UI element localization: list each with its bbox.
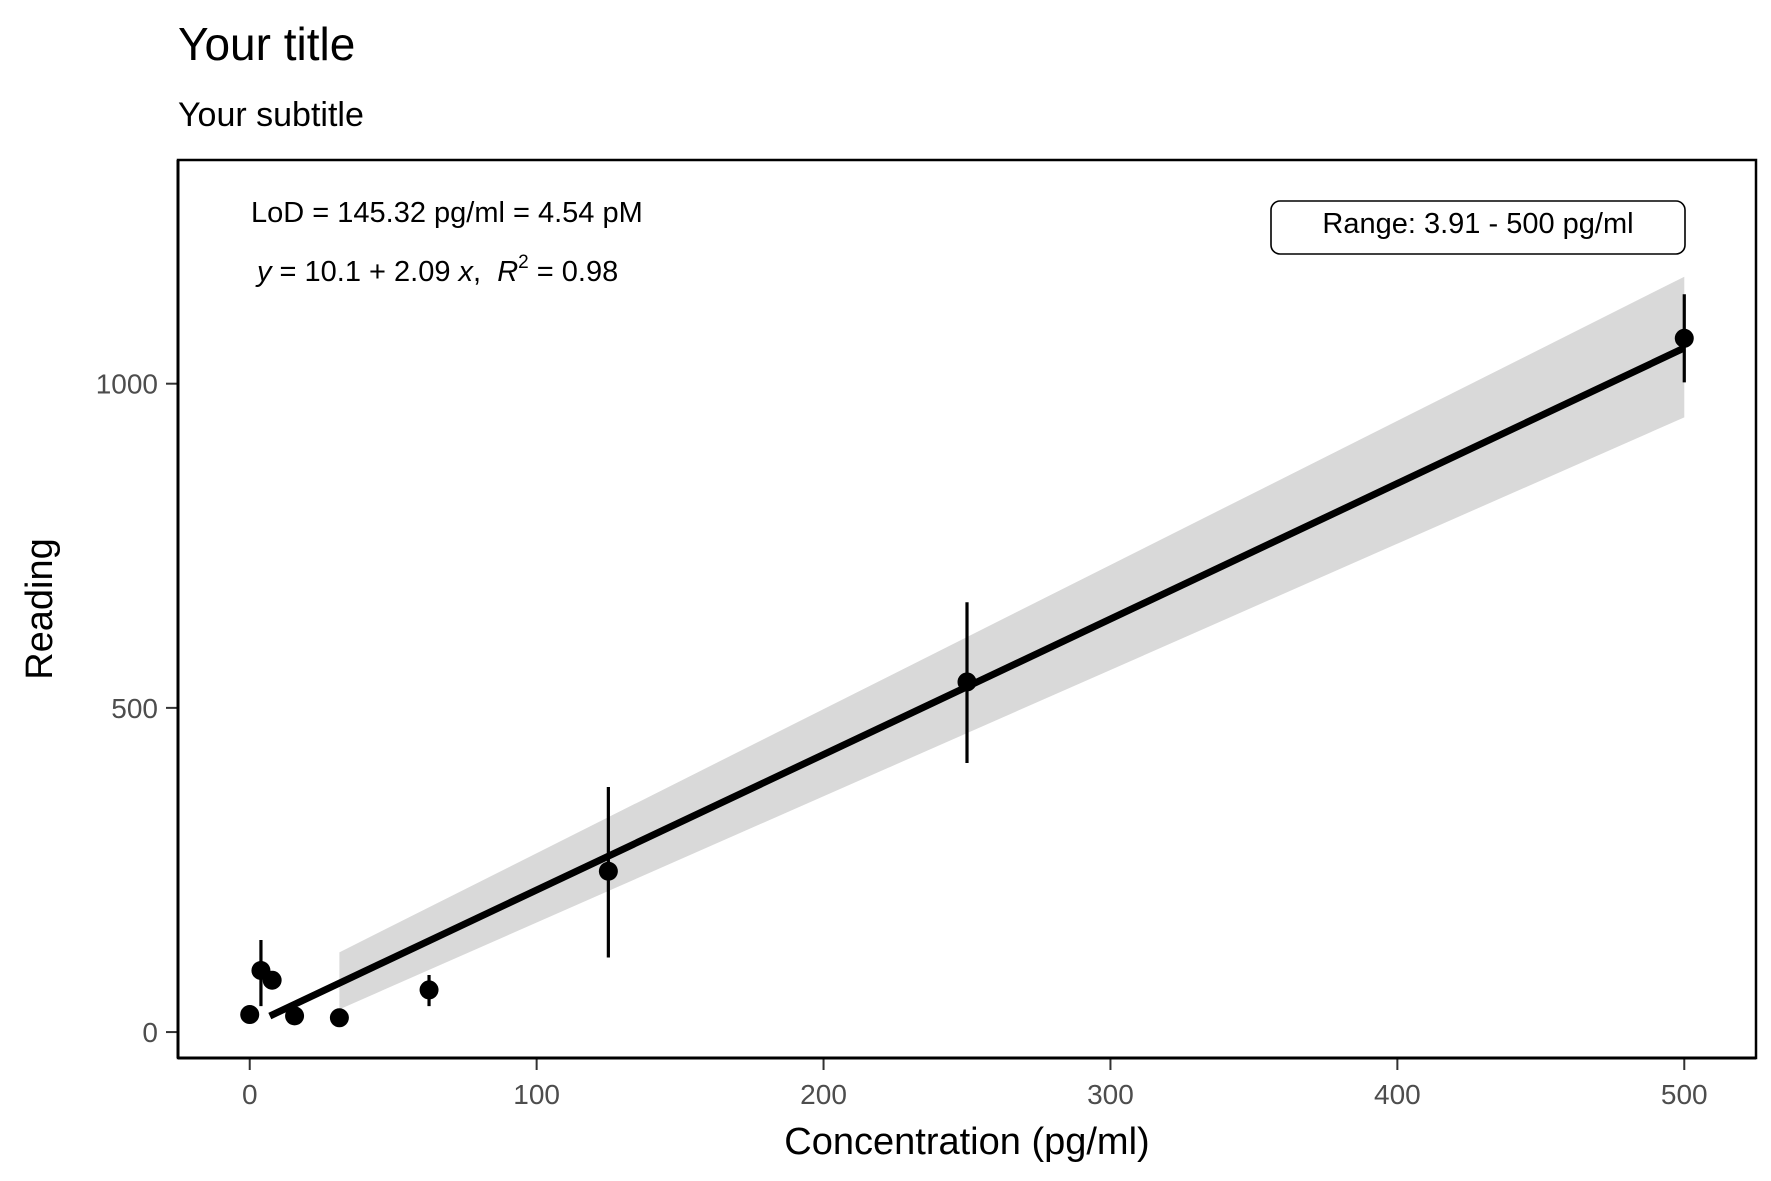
y-tick-label-1000: 1000 bbox=[96, 369, 158, 400]
equation-r: R bbox=[497, 256, 518, 288]
x-tick-label-300: 300 bbox=[1087, 1079, 1134, 1110]
chart-title: Your title bbox=[178, 18, 355, 70]
data-point-4 bbox=[329, 1008, 349, 1028]
data-point-0 bbox=[240, 1005, 260, 1025]
equation-rhs: = 0.98 bbox=[529, 256, 619, 288]
confidence-band bbox=[339, 276, 1685, 1010]
x-tick-label-0: 0 bbox=[242, 1079, 258, 1110]
data-point-7 bbox=[957, 672, 977, 692]
x-tick-label-200: 200 bbox=[800, 1079, 847, 1110]
equation-mid: = 10.1 + 2.09 bbox=[272, 256, 459, 288]
data-point-3 bbox=[285, 1006, 305, 1026]
data-point-6 bbox=[598, 861, 618, 881]
x-tick-label-500: 500 bbox=[1661, 1079, 1708, 1110]
range-label-box bbox=[1270, 200, 1686, 255]
equation-sep: , bbox=[473, 256, 497, 288]
equation-annotation: y = 10.1 + 2.09 x, R2 = 0.98 bbox=[255, 252, 618, 288]
fit-line-layer bbox=[268, 344, 1686, 1020]
fit-line bbox=[268, 344, 1686, 1020]
y-tick-label-500: 500 bbox=[111, 693, 158, 724]
confidence-band-layer bbox=[339, 276, 1685, 1010]
data-point-8 bbox=[1674, 328, 1694, 348]
y-tick-label-0: 0 bbox=[142, 1017, 158, 1048]
equation-sup: 2 bbox=[518, 252, 529, 273]
y-axis-title: Reading bbox=[19, 538, 61, 680]
lod-annotation: LoD = 145.32 pg/ml = 4.54 pM bbox=[251, 197, 643, 229]
axes-layer: 0 100 200 300 400 500 0 500 1000 bbox=[96, 160, 1756, 1110]
x-tick-label-100: 100 bbox=[513, 1079, 560, 1110]
chart-subtitle: Your subtitle bbox=[178, 96, 364, 134]
x-axis-title: Concentration (pg/ml) bbox=[784, 1121, 1149, 1163]
range-label: Range: 3.91 - 500 pg/ml bbox=[1322, 208, 1633, 240]
equation-lhs: y bbox=[255, 256, 273, 288]
equation-x: x bbox=[457, 256, 475, 288]
data-point-5 bbox=[419, 980, 439, 1000]
data-point-2 bbox=[262, 970, 282, 990]
points-layer bbox=[240, 328, 1694, 1028]
x-tick-label-400: 400 bbox=[1374, 1079, 1421, 1110]
